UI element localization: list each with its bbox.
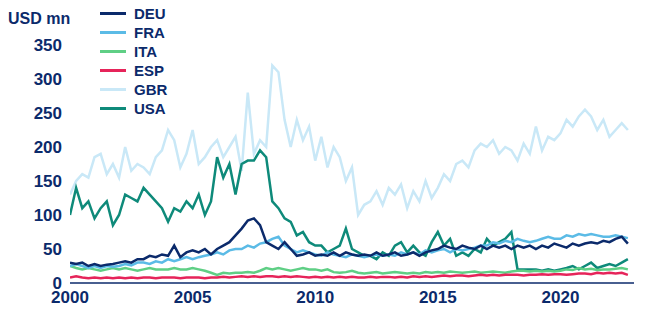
svg-text:300: 300 bbox=[34, 70, 62, 89]
svg-text:2020: 2020 bbox=[542, 288, 580, 307]
svg-text:100: 100 bbox=[34, 206, 62, 225]
svg-text:50: 50 bbox=[43, 240, 62, 259]
svg-text:2010: 2010 bbox=[296, 288, 334, 307]
html-text:FRA: FRA bbox=[134, 24, 165, 41]
svg-text:2015: 2015 bbox=[419, 288, 457, 307]
svg-text:2005: 2005 bbox=[174, 288, 212, 307]
svg-text:150: 150 bbox=[34, 172, 62, 191]
svg-text:350: 350 bbox=[34, 36, 62, 55]
html-text:USD mn: USD mn bbox=[8, 10, 71, 27]
html-text:USA: USA bbox=[134, 100, 166, 117]
svg-text:2000: 2000 bbox=[51, 288, 89, 308]
svg-text:0: 0 bbox=[53, 274, 62, 293]
svg-text:250: 250 bbox=[34, 104, 62, 123]
html-text:DEU: DEU bbox=[134, 5, 166, 22]
html-text:ESP: ESP bbox=[134, 62, 164, 79]
html-text:ITA: ITA bbox=[134, 43, 158, 60]
svg-text:200: 200 bbox=[34, 138, 62, 157]
html-text:GBR: GBR bbox=[134, 81, 168, 98]
